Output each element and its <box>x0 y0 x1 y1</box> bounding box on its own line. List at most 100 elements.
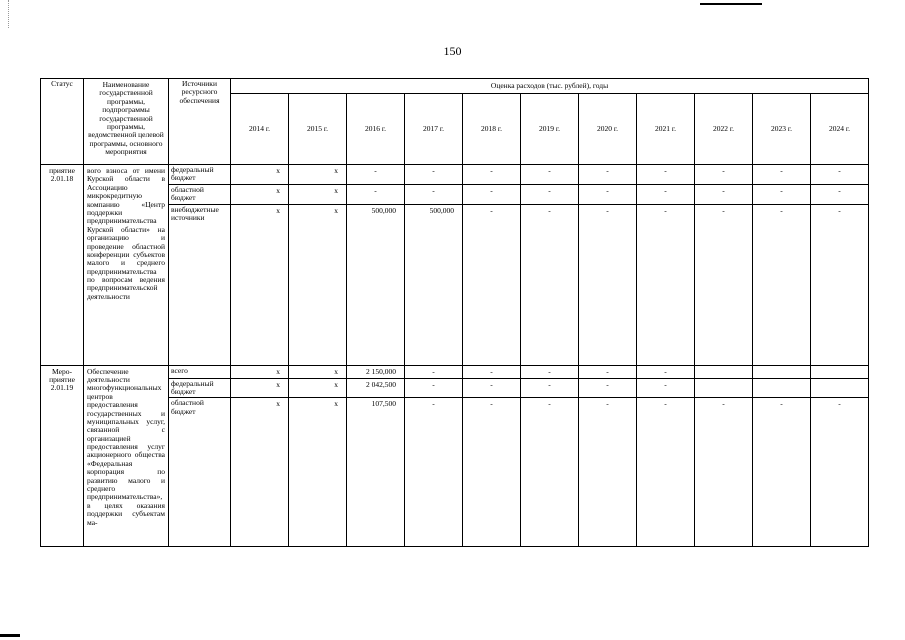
year-value-cell: - <box>520 364 579 379</box>
status-column-header: Статус <box>40 78 84 165</box>
year-value-cell <box>809 377 870 399</box>
year-value-cell: х <box>288 164 347 185</box>
year-header-cell: 2024 г. <box>809 93 870 165</box>
year-value-cell: х <box>288 364 347 379</box>
scan-artifact-mark <box>0 634 20 637</box>
year-value-cell <box>694 364 753 379</box>
year-value-cell: - <box>694 183 753 205</box>
table-row: областной бюджет х х 107,500- - - - - - - - <box>41 397 870 548</box>
year-header-cell: 2019 г. <box>520 93 579 165</box>
year-header-row: 2014 г. 2015 г. 2016 г. 2017 г. 2018 г. 2019 … <box>41 93 870 165</box>
source-cell: внебюджетные источники <box>168 203 231 366</box>
year-value-cell: - <box>636 377 695 399</box>
year-value-cell: - <box>809 164 870 185</box>
table-row: приятие 2.01.18 вого взноса от имени Курс… <box>40 164 870 366</box>
year-value-cell: х <box>230 397 289 548</box>
year-value-cell: - <box>809 183 870 205</box>
scan-artifact-dots <box>8 0 9 28</box>
year-value-cell: х <box>230 183 289 205</box>
year-value-cell: - <box>520 183 579 205</box>
year-value-cell: - <box>404 164 463 185</box>
expenses-column-header: Оценка расходов (тыс. рублей), годы <box>229 78 870 94</box>
year-header-cell: 2020 г. <box>578 93 637 165</box>
sources-column-header: Источники ресурсного обеспечения <box>168 78 231 165</box>
year-value-cell: 500,000 <box>404 203 463 366</box>
year-value-cell: - <box>520 203 579 366</box>
year-value-cell: - <box>462 203 521 366</box>
source-cell: федеральный бюджет <box>168 164 231 185</box>
scan-artifact-line <box>700 3 762 5</box>
year-value-cell: - <box>752 397 811 548</box>
year-value-cell: х <box>288 203 347 366</box>
year-value-cell: х <box>288 183 347 205</box>
source-cell: областной бюджет <box>168 183 231 205</box>
year-value-cell: - <box>752 203 811 366</box>
year-header-cell: 2018 г. <box>462 93 521 165</box>
source-cell: областной бюджет <box>168 397 231 548</box>
year-value-cell: - <box>636 164 695 185</box>
year-value-cell: х <box>230 364 289 379</box>
table-row: федеральный бюджет х х 2 042,500- - - - - <box>41 377 870 399</box>
year-value-cell <box>809 364 870 379</box>
source-cell: всего <box>168 364 231 379</box>
year-header-cell: 2015 г. <box>288 93 347 165</box>
year-value-cell: - <box>578 203 637 366</box>
year-value-cell: - <box>694 397 753 548</box>
year-value-cell <box>752 364 811 379</box>
budget-table: Статус Наименование государственной прог… <box>40 78 870 548</box>
year-value-cell: - <box>578 164 637 185</box>
status-cell: приятие 2.01.18 <box>40 164 84 366</box>
year-value-cell: х <box>230 203 289 366</box>
year-value-cell: х <box>230 164 289 185</box>
year-value-cell: - <box>809 203 870 366</box>
year-value-cell: - <box>462 377 521 399</box>
year-value-cell: - <box>404 183 463 205</box>
year-value-cell: - <box>346 164 405 185</box>
year-value-cell: - <box>636 397 695 548</box>
table-row: областной бюджет х х - - - - - - - - - <box>41 183 870 205</box>
year-value-cell: - <box>752 183 811 205</box>
year-value-cell: - <box>462 183 521 205</box>
year-value-cell: - <box>636 203 695 366</box>
year-value-cell: 2 150,000 <box>346 364 405 379</box>
year-value-cell: - <box>578 397 637 548</box>
year-value-cell: - <box>346 183 405 205</box>
name-column-header: Наименование государственной программы, … <box>83 78 169 165</box>
year-value-cell: - <box>520 397 579 548</box>
year-header-cell: 2016 г. <box>346 93 405 165</box>
year-header-cell: 2023 г. <box>752 93 811 165</box>
year-value-cell: 107,500 <box>346 397 405 548</box>
year-value-cell: - <box>404 377 463 399</box>
year-value-cell: - <box>636 364 695 379</box>
year-value-cell: - <box>694 164 753 185</box>
year-value-cell: - <box>578 377 637 399</box>
year-header-cell: 2017 г. <box>404 93 463 165</box>
year-value-cell: - <box>520 164 579 185</box>
table-row: внебюджетные источники х х 500,000 500,000- -… <box>41 203 870 366</box>
year-header-cell: 2014 г. <box>230 93 289 165</box>
year-value-cell: - <box>578 364 637 379</box>
page-number: 150 <box>443 44 462 58</box>
table-body: приятие 2.01.18 вого взноса от имени Курс… <box>40 164 870 548</box>
status-cell: Меро-приятие 2.01.19 <box>40 364 84 548</box>
header-row-1: Статус Наименование государственной прог… <box>40 78 870 165</box>
year-value-cell: - <box>520 377 579 399</box>
year-value-cell: х <box>288 377 347 399</box>
year-value-cell: х <box>288 397 347 548</box>
year-value-cell <box>752 377 811 399</box>
name-cell: вого взноса от имени Курской области в А… <box>83 164 169 366</box>
year-value-cell: - <box>752 164 811 185</box>
year-value-cell: - <box>462 364 521 379</box>
table-header: Статус Наименование государственной прог… <box>40 78 870 165</box>
year-value-cell: - <box>462 397 521 548</box>
year-value-cell: - <box>578 183 637 205</box>
year-value-cell: х <box>230 377 289 399</box>
year-value-cell: - <box>404 364 463 379</box>
year-value-cell: 500,000 <box>346 203 405 366</box>
year-value-cell: - <box>809 397 870 548</box>
year-header-cell: 2021 г. <box>636 93 695 165</box>
name-cell: Обеспечение деятельности многофункционал… <box>83 364 169 548</box>
year-header-cell: 2022 г. <box>694 93 753 165</box>
year-value-cell: - <box>462 164 521 185</box>
